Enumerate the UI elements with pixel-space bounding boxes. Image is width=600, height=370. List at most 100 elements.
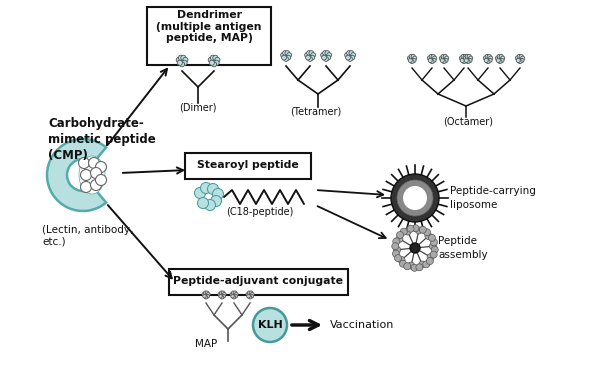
Circle shape xyxy=(464,58,468,63)
Circle shape xyxy=(392,243,399,250)
Circle shape xyxy=(208,184,218,195)
Circle shape xyxy=(415,227,422,234)
Circle shape xyxy=(223,292,226,296)
Circle shape xyxy=(281,55,286,60)
Circle shape xyxy=(214,60,219,65)
Circle shape xyxy=(347,51,352,56)
Circle shape xyxy=(396,235,403,242)
Circle shape xyxy=(485,54,489,58)
Circle shape xyxy=(518,60,522,64)
Circle shape xyxy=(211,55,215,60)
Circle shape xyxy=(235,292,238,296)
Circle shape xyxy=(178,55,184,60)
Circle shape xyxy=(247,295,250,298)
Circle shape xyxy=(177,60,182,65)
Circle shape xyxy=(488,58,492,63)
Circle shape xyxy=(91,179,101,191)
Circle shape xyxy=(464,58,469,63)
Circle shape xyxy=(253,308,287,342)
Circle shape xyxy=(466,60,470,64)
Circle shape xyxy=(183,57,188,63)
Circle shape xyxy=(208,57,214,63)
FancyBboxPatch shape xyxy=(169,269,348,295)
Circle shape xyxy=(520,58,524,63)
Circle shape xyxy=(464,56,469,60)
Circle shape xyxy=(181,55,186,60)
Text: Dendrimer
(multiple antigen
peptide, MAP): Dendrimer (multiple antigen peptide, MAP… xyxy=(156,10,262,43)
Circle shape xyxy=(322,55,326,60)
Circle shape xyxy=(204,296,208,299)
Circle shape xyxy=(202,292,206,296)
Circle shape xyxy=(407,56,412,60)
Circle shape xyxy=(281,53,286,57)
Circle shape xyxy=(410,60,414,64)
Circle shape xyxy=(444,58,448,63)
Circle shape xyxy=(200,182,212,194)
Circle shape xyxy=(427,56,431,60)
Circle shape xyxy=(323,51,328,56)
Text: (Tetramer): (Tetramer) xyxy=(290,107,341,117)
FancyBboxPatch shape xyxy=(185,153,311,179)
Circle shape xyxy=(247,291,251,295)
Circle shape xyxy=(411,54,415,58)
Circle shape xyxy=(440,58,445,63)
Circle shape xyxy=(484,58,488,63)
Circle shape xyxy=(211,195,221,206)
Circle shape xyxy=(284,57,289,61)
Circle shape xyxy=(427,258,433,265)
Circle shape xyxy=(428,58,433,63)
Circle shape xyxy=(393,238,400,245)
Circle shape xyxy=(425,232,432,239)
Circle shape xyxy=(203,291,207,295)
Circle shape xyxy=(500,56,505,60)
Circle shape xyxy=(286,55,290,60)
Circle shape xyxy=(285,51,290,56)
Circle shape xyxy=(397,232,404,239)
Circle shape xyxy=(403,186,427,210)
Circle shape xyxy=(404,228,411,235)
Circle shape xyxy=(432,58,436,63)
Circle shape xyxy=(430,60,434,64)
Circle shape xyxy=(515,56,520,60)
Circle shape xyxy=(206,292,210,296)
Circle shape xyxy=(443,54,447,58)
Circle shape xyxy=(211,62,217,67)
Circle shape xyxy=(400,260,406,267)
Circle shape xyxy=(411,264,418,271)
Circle shape xyxy=(460,58,464,63)
Circle shape xyxy=(516,58,520,63)
Circle shape xyxy=(283,51,287,56)
Circle shape xyxy=(441,54,445,58)
Circle shape xyxy=(517,54,521,58)
Circle shape xyxy=(429,54,433,58)
Circle shape xyxy=(222,295,226,298)
Circle shape xyxy=(305,53,310,57)
Circle shape xyxy=(89,158,100,168)
Text: (Dimer): (Dimer) xyxy=(179,103,217,113)
Text: Peptide-adjuvant conjugate: Peptide-adjuvant conjugate xyxy=(173,276,343,286)
Circle shape xyxy=(463,54,467,58)
Circle shape xyxy=(205,199,215,211)
Circle shape xyxy=(182,60,187,65)
Circle shape xyxy=(412,225,419,232)
Circle shape xyxy=(407,225,414,232)
Circle shape xyxy=(484,56,487,60)
Circle shape xyxy=(488,56,493,60)
Circle shape xyxy=(248,296,252,299)
Circle shape xyxy=(419,261,426,268)
Text: (Lectin, antibody,
etc.): (Lectin, antibody, etc.) xyxy=(42,225,133,246)
Circle shape xyxy=(445,56,449,60)
Circle shape xyxy=(398,256,405,263)
Circle shape xyxy=(310,55,314,60)
Circle shape xyxy=(460,56,463,60)
Circle shape xyxy=(194,188,205,198)
Circle shape xyxy=(468,58,472,63)
Circle shape xyxy=(439,56,443,60)
Circle shape xyxy=(394,246,401,253)
Circle shape xyxy=(499,54,503,58)
Circle shape xyxy=(232,296,236,299)
Circle shape xyxy=(309,51,314,56)
Circle shape xyxy=(486,60,490,64)
Circle shape xyxy=(423,261,430,268)
Circle shape xyxy=(349,51,353,56)
